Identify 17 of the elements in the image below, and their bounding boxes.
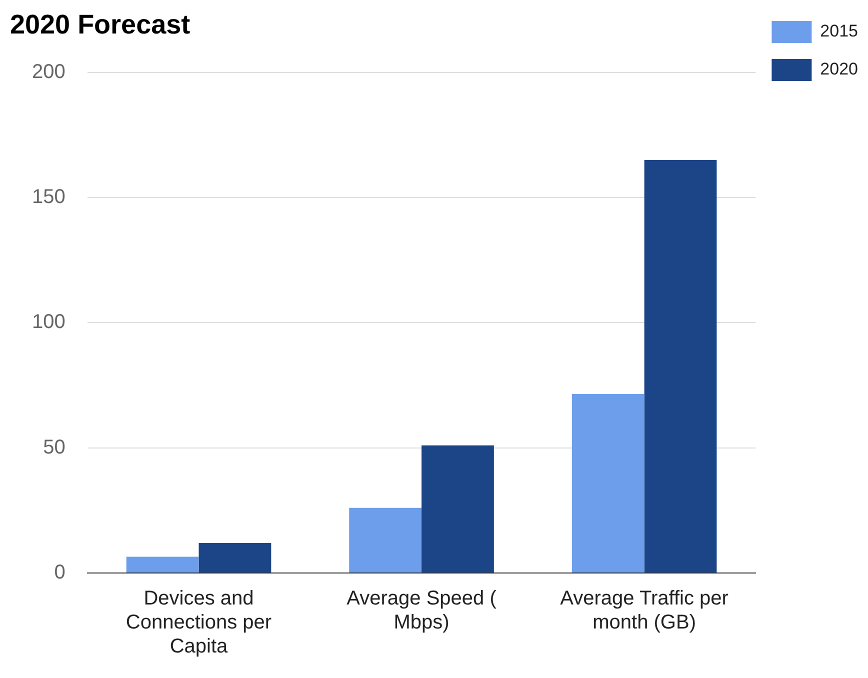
bar xyxy=(126,556,199,572)
y-tick-label: 200 xyxy=(32,60,66,83)
bar xyxy=(422,445,494,572)
legend-label: 2015 xyxy=(820,22,858,41)
legend-label: 2020 xyxy=(820,60,858,79)
y-tick-label: 150 xyxy=(32,186,66,208)
x-tick-label: Average Traffic per month (GB) xyxy=(560,588,729,634)
bar xyxy=(572,394,644,572)
y-tick-label: 100 xyxy=(32,311,66,334)
chart-title: 2020 Forecast xyxy=(10,10,190,40)
bar xyxy=(644,160,717,572)
bar xyxy=(198,542,272,572)
x-tick-label: Devices and Connections per Capita xyxy=(126,588,272,658)
bar xyxy=(349,508,422,572)
y-tick-label: 0 xyxy=(54,562,66,584)
y-tick-label: 50 xyxy=(43,436,66,458)
x-tick-label: Average Speed ( Mbps) xyxy=(346,588,497,634)
